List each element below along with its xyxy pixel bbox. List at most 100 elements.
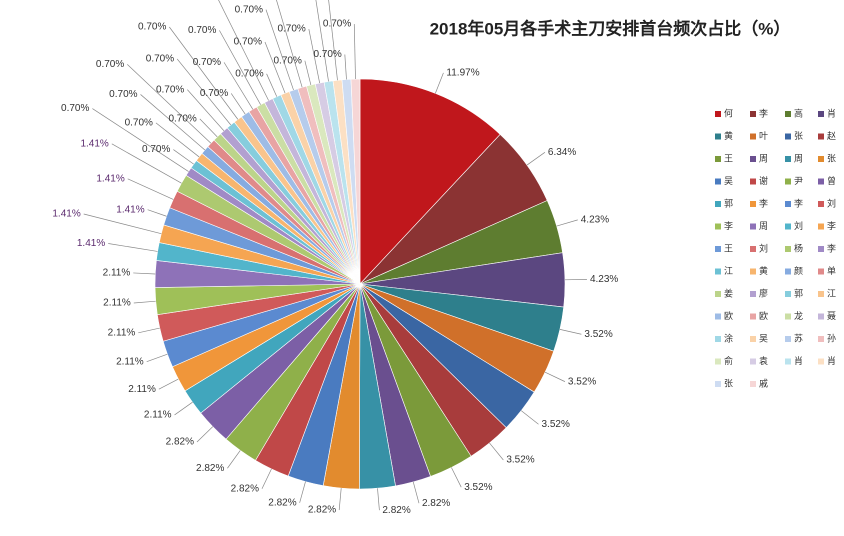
legend-swatch <box>818 291 824 297</box>
legend-swatch <box>818 179 824 185</box>
legend-swatch <box>750 134 756 140</box>
data-label: 0.70% <box>61 103 89 114</box>
legend-swatch <box>715 179 721 185</box>
leader-line <box>134 301 156 303</box>
leader-line <box>521 411 538 425</box>
data-label: 2.11% <box>144 410 172 421</box>
legend-label: 王 <box>724 153 733 163</box>
data-label: 2.82% <box>196 463 224 474</box>
data-label: 0.70% <box>109 89 137 100</box>
legend-label: 李 <box>827 220 836 231</box>
legend-swatch <box>818 201 824 207</box>
legend-swatch <box>818 134 824 140</box>
legend-swatch <box>785 359 791 365</box>
leader-line <box>175 402 193 415</box>
legend-label: 郭 <box>794 287 803 298</box>
leader-line <box>435 73 443 93</box>
data-label: 0.70% <box>313 49 341 60</box>
legend-swatch <box>715 111 721 117</box>
leader-line <box>270 0 302 87</box>
legend-label: 欧 <box>759 310 768 321</box>
legend-swatch <box>715 156 721 162</box>
legend-label: 肖 <box>794 355 803 366</box>
legend-label: 苏 <box>794 332 803 343</box>
legend-swatch <box>750 246 756 252</box>
data-label: 3.52% <box>464 482 492 493</box>
leader-line <box>148 210 167 217</box>
legend-label: 周 <box>794 153 803 163</box>
legend-label: 戚 <box>759 377 768 388</box>
data-label: 0.70% <box>186 0 214 3</box>
leader-line <box>159 379 178 389</box>
leader-line <box>262 469 271 489</box>
legend-label: 李 <box>759 197 768 208</box>
legend-swatch <box>818 156 824 162</box>
legend-label: 张 <box>724 378 733 388</box>
legend-label: 廖 <box>759 287 768 298</box>
legend-label: 吴 <box>724 176 733 186</box>
leader-line <box>413 482 419 503</box>
leader-line <box>489 443 503 460</box>
legend-swatch <box>715 359 721 365</box>
data-label: 1.41% <box>52 209 80 220</box>
data-label: 1.41% <box>116 204 144 215</box>
legend-swatch <box>785 314 791 320</box>
legend-label: 郭 <box>724 197 733 208</box>
legend-label: 黄 <box>724 130 733 141</box>
legend-label: 黄 <box>759 265 768 276</box>
legend-swatch <box>715 224 721 230</box>
legend-label: 谢 <box>759 175 768 186</box>
data-label: 0.70% <box>156 84 184 95</box>
legend-label: 李 <box>724 220 733 231</box>
leader-line <box>169 27 238 119</box>
legend-label: 涂 <box>724 332 733 343</box>
leader-line <box>128 179 174 200</box>
legend-label: 龙 <box>794 310 803 321</box>
legend-label: 高 <box>794 107 803 118</box>
legend-swatch <box>715 246 721 252</box>
leader-line <box>231 93 245 114</box>
leader-line <box>560 329 581 334</box>
legend-swatch <box>785 179 791 185</box>
legend-swatch <box>785 336 791 342</box>
legend-label: 何 <box>724 107 733 118</box>
data-label: 0.70% <box>188 25 216 36</box>
data-label: 6.34% <box>548 147 576 158</box>
data-label: 0.70% <box>96 59 124 70</box>
data-label: 2.82% <box>268 497 296 508</box>
legend-swatch <box>750 224 756 230</box>
data-label: 2.82% <box>166 437 194 448</box>
leader-line <box>200 119 217 137</box>
legend-label: 李 <box>827 242 836 253</box>
legend-label: 姜 <box>724 287 733 298</box>
leader-line <box>345 55 347 80</box>
legend-label: 吴 <box>759 333 768 343</box>
legend-swatch <box>750 336 756 342</box>
legend-swatch <box>750 179 756 185</box>
leader-line <box>545 372 565 381</box>
legend-swatch <box>785 134 791 140</box>
legend-swatch <box>715 381 721 387</box>
data-label: 1.41% <box>77 238 105 249</box>
legend-label: 张 <box>827 153 836 163</box>
legend-label: 刘 <box>759 242 768 253</box>
legend-swatch <box>715 314 721 320</box>
data-label: 0.70% <box>323 19 351 30</box>
legend-swatch <box>785 224 791 230</box>
legend-label: 杨 <box>794 242 803 253</box>
legend-label: 刘 <box>794 220 803 231</box>
legend-swatch <box>785 156 791 162</box>
data-label: 2.11% <box>103 268 131 279</box>
data-label: 1.41% <box>96 173 124 184</box>
data-label: 3.52% <box>568 376 596 387</box>
data-label: 3.52% <box>542 419 570 430</box>
legend-swatch <box>818 269 824 275</box>
leader-line <box>315 0 328 81</box>
data-label: 2.11% <box>103 298 131 309</box>
legend-swatch <box>750 269 756 275</box>
legend-label: 王 <box>724 243 733 253</box>
data-label: 2.82% <box>231 483 259 494</box>
leader-line <box>267 74 277 97</box>
leader-line <box>451 467 461 487</box>
data-label: 0.70% <box>146 54 174 65</box>
